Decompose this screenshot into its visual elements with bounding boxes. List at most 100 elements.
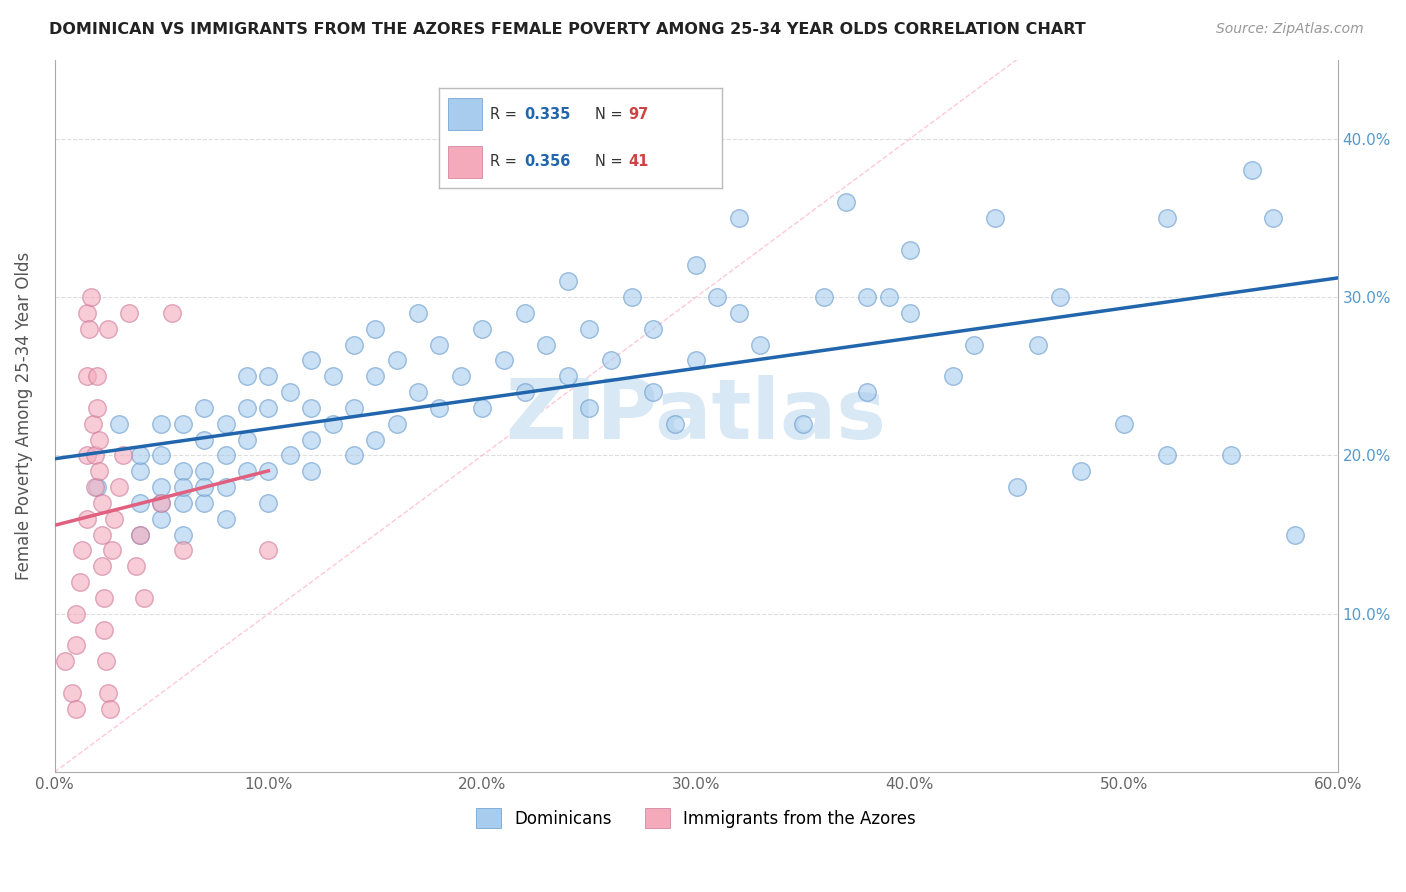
Point — [236, 369, 259, 384]
Point — [1156, 211, 1178, 225]
Y-axis label: Female Poverty Among 25-34 Year Olds: Female Poverty Among 25-34 Year Olds — [15, 252, 32, 580]
Text: ZIPatlas: ZIPatlas — [506, 376, 887, 457]
Point — [93, 591, 115, 605]
Point — [406, 306, 429, 320]
Point — [172, 417, 194, 431]
Point — [1112, 417, 1135, 431]
Point — [86, 369, 108, 384]
Point — [60, 686, 83, 700]
Point — [172, 464, 194, 478]
Point — [193, 464, 215, 478]
Point — [172, 480, 194, 494]
Point — [278, 449, 301, 463]
Point — [125, 559, 148, 574]
Point — [1241, 163, 1264, 178]
Point — [150, 449, 173, 463]
Point — [172, 496, 194, 510]
Point — [129, 449, 152, 463]
Point — [257, 543, 280, 558]
Point — [86, 401, 108, 415]
Point — [236, 401, 259, 415]
Point — [129, 527, 152, 541]
Point — [76, 306, 98, 320]
Point — [942, 369, 965, 384]
Point — [257, 401, 280, 415]
Point — [72, 543, 94, 558]
Point — [82, 417, 104, 431]
Point — [53, 654, 76, 668]
Point — [728, 211, 751, 225]
Point — [471, 322, 494, 336]
Point — [429, 337, 451, 351]
Point — [257, 496, 280, 510]
Point — [134, 591, 156, 605]
Point — [172, 543, 194, 558]
Point — [193, 496, 215, 510]
Point — [65, 702, 87, 716]
Point — [89, 433, 111, 447]
Point — [450, 369, 472, 384]
Point — [111, 449, 134, 463]
Point — [813, 290, 835, 304]
Point — [792, 417, 814, 431]
Point — [364, 433, 387, 447]
Point — [1049, 290, 1071, 304]
Point — [1026, 337, 1049, 351]
Point — [150, 480, 173, 494]
Point — [76, 512, 98, 526]
Point — [1005, 480, 1028, 494]
Point — [385, 353, 408, 368]
Point — [557, 369, 579, 384]
Point — [1284, 527, 1306, 541]
Point — [257, 369, 280, 384]
Point — [343, 449, 366, 463]
Point — [80, 290, 103, 304]
Point — [898, 306, 921, 320]
Point — [299, 401, 322, 415]
Point — [65, 607, 87, 621]
Point — [557, 274, 579, 288]
Point — [728, 306, 751, 320]
Point — [150, 417, 173, 431]
Point — [214, 512, 236, 526]
Point — [98, 702, 121, 716]
Point — [1156, 449, 1178, 463]
Point — [685, 259, 707, 273]
Point — [129, 464, 152, 478]
Point — [620, 290, 643, 304]
Point — [578, 322, 600, 336]
Point — [364, 322, 387, 336]
Point — [97, 322, 120, 336]
Point — [898, 243, 921, 257]
Point — [257, 464, 280, 478]
Point — [160, 306, 183, 320]
Point — [856, 290, 879, 304]
Point — [84, 480, 107, 494]
Point — [513, 385, 536, 400]
Point — [90, 559, 112, 574]
Point — [299, 433, 322, 447]
Point — [129, 527, 152, 541]
Text: Source: ZipAtlas.com: Source: ZipAtlas.com — [1216, 22, 1364, 37]
Point — [65, 639, 87, 653]
Point — [364, 369, 387, 384]
Point — [107, 480, 129, 494]
Legend: Dominicans, Immigrants from the Azores: Dominicans, Immigrants from the Azores — [470, 801, 922, 835]
Point — [835, 195, 858, 210]
Point — [1070, 464, 1092, 478]
Point — [236, 464, 259, 478]
Point — [214, 449, 236, 463]
Point — [1263, 211, 1285, 225]
Point — [97, 686, 120, 700]
Point — [963, 337, 986, 351]
Point — [706, 290, 728, 304]
Point — [406, 385, 429, 400]
Point — [150, 496, 173, 510]
Point — [236, 433, 259, 447]
Point — [118, 306, 141, 320]
Point — [385, 417, 408, 431]
Point — [150, 496, 173, 510]
Point — [1219, 449, 1241, 463]
Point — [643, 322, 665, 336]
Point — [107, 417, 129, 431]
